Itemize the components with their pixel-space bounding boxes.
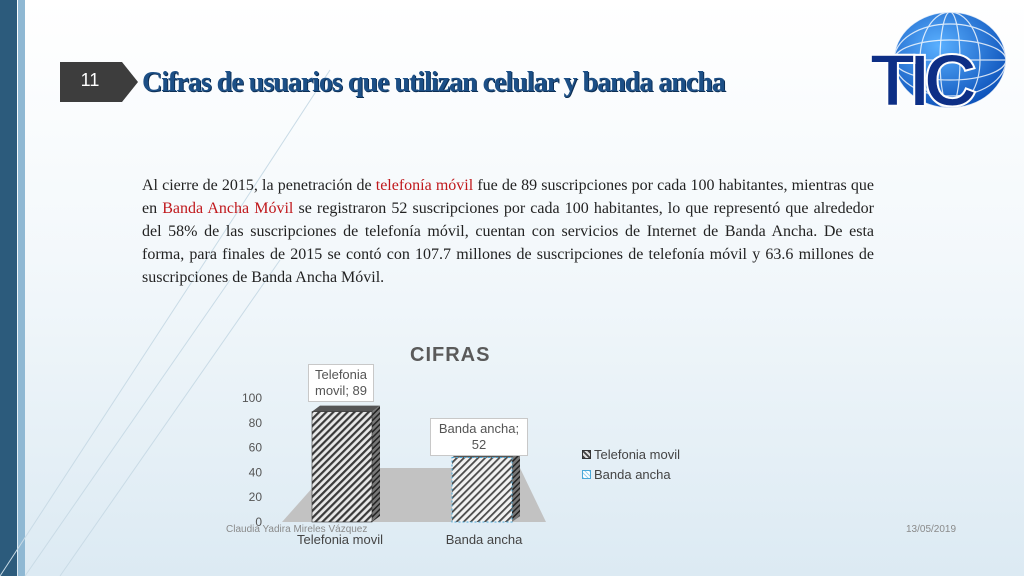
left-accent-bar — [0, 0, 17, 576]
body-paragraph: Al cierre de 2015, la penetración de tel… — [142, 174, 874, 289]
bar-telefonia-movil — [311, 411, 373, 523]
legend-swatch-light — [582, 469, 591, 479]
legend-label: Telefonia movil — [594, 446, 680, 462]
legend-swatch-dark — [582, 449, 591, 459]
slide-number: 11 — [80, 70, 100, 90]
bar-banda-ancha — [451, 457, 513, 523]
tic-logo: TIC — [869, 11, 1006, 118]
bar-side — [372, 405, 380, 522]
highlight-banda-ancha-movil: Banda Ancha Móvil — [162, 200, 294, 217]
bar-side — [512, 451, 520, 522]
legend-label: Banda ancha — [594, 466, 671, 482]
y-tick-label: 100 — [242, 391, 262, 405]
legend-item-telefonia-movil: Telefonia movil — [582, 444, 680, 464]
footer-author: Claudia Yadira Mireles Vázquez — [226, 524, 368, 535]
footer-date: 13/05/2019 — [906, 524, 957, 535]
highlight-telefonia-movil: telefonía móvil — [375, 177, 474, 194]
bar-top — [312, 405, 380, 412]
legend-item-banda-ancha: Banda ancha — [582, 464, 680, 484]
y-tick-label: 40 — [249, 465, 263, 479]
y-tick-label: 80 — [249, 416, 263, 430]
body-text-part2: fue de 89 suscripciones por cada 100 hab… — [142, 177, 875, 217]
y-tick-label: 20 — [249, 490, 263, 504]
slide-title: Cifras de usuarios que utilizan celular … — [142, 67, 726, 98]
bar-chart: 0 20 40 60 80 100 Telefonia movil Banda ancha — [242, 391, 546, 547]
body-text-part1: Al cierre de 2015, la penetración de — [142, 177, 376, 194]
x-category-label: Telefonia movil — [297, 532, 383, 547]
x-category-label: Banda ancha — [446, 532, 523, 547]
logo-text: TIC — [870, 39, 976, 118]
y-tick-label: 0 — [255, 515, 262, 529]
data-label-telefonia-movil: Telefonia movil; 89 — [308, 363, 374, 402]
slide-number-tab: 11 — [60, 62, 138, 102]
body-text-part3: se registraron 52 suscripciones por cada… — [142, 200, 874, 286]
data-label-banda-ancha: Banda ancha; 52 — [430, 417, 528, 456]
left-accent-bar-light — [18, 0, 25, 576]
chart-title: CIFRAS — [410, 344, 491, 366]
chart-legend: Telefonia movil Banda ancha — [582, 444, 680, 484]
y-tick-label: 60 — [249, 441, 263, 455]
